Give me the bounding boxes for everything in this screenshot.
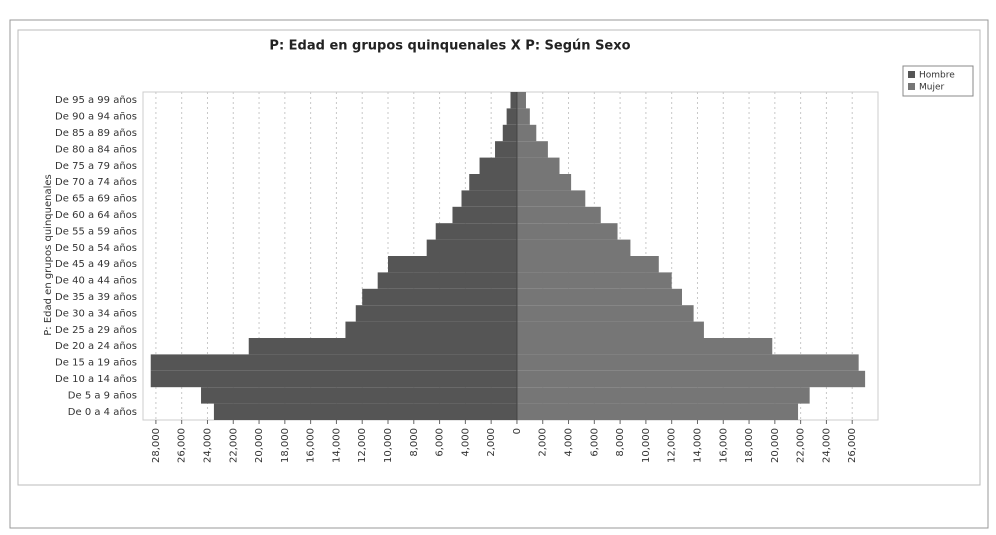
- bar: [377, 272, 517, 289]
- y-tick-label: De 30 a 34 años: [55, 308, 137, 319]
- y-tick-label: De 55 a 59 años: [55, 226, 137, 237]
- bar: [362, 288, 517, 306]
- y-tick-label: De 90 a 94 años: [55, 112, 137, 123]
- bar: [388, 256, 517, 273]
- bar: [150, 354, 517, 371]
- x-tick-label: 26,000: [177, 428, 188, 463]
- x-tick-label: 8,000: [409, 428, 420, 457]
- y-tick-label: De 15 a 19 años: [55, 358, 137, 369]
- y-tick-label: De 45 a 49 años: [55, 259, 137, 270]
- bar: [516, 403, 799, 420]
- bar: [516, 92, 526, 109]
- bar: [150, 370, 517, 388]
- chart-title: P: Edad en grupos quinquenales X P: Segú…: [269, 39, 630, 54]
- x-tick-label: 22,000: [796, 428, 807, 463]
- y-tick-label: De 65 a 69 años: [55, 194, 137, 205]
- legend-swatch: [908, 83, 915, 90]
- x-tick-label: 10,000: [383, 428, 394, 463]
- bar: [426, 239, 517, 256]
- x-tick-label: 18,000: [280, 428, 291, 463]
- y-tick-label: De 5 a 9 años: [68, 390, 137, 401]
- y-tick-label: De 70 a 74 años: [55, 177, 137, 188]
- legend-label: Hombre: [919, 71, 955, 81]
- bar: [469, 174, 517, 191]
- bar: [213, 403, 517, 420]
- bar: [516, 256, 659, 273]
- x-tick-label: 14,000: [692, 428, 703, 463]
- x-tick-label: 26,000: [847, 428, 858, 463]
- bar: [516, 206, 601, 224]
- bar: [516, 387, 810, 404]
- x-tick-label: 20,000: [254, 428, 265, 463]
- bar: [201, 387, 517, 404]
- y-tick-label: De 80 a 84 años: [55, 144, 137, 155]
- bar: [495, 141, 517, 158]
- y-tick-label: De 95 a 99 años: [55, 95, 137, 106]
- y-tick-label: De 10 a 14 años: [55, 374, 137, 385]
- bar: [516, 108, 530, 125]
- y-tick-label: De 85 a 89 años: [55, 128, 137, 139]
- x-tick-label: 24,000: [202, 428, 213, 463]
- bar: [516, 338, 773, 355]
- bar: [516, 305, 694, 322]
- x-tick-label: 6,000: [589, 428, 600, 457]
- x-tick-label: 4,000: [460, 428, 471, 457]
- x-tick-label: 16,000: [718, 428, 729, 463]
- bar: [516, 272, 672, 289]
- y-tick-label: De 20 a 24 años: [55, 341, 137, 352]
- bar: [516, 174, 572, 191]
- bar: [461, 190, 517, 207]
- bar: [516, 370, 866, 388]
- x-tick-label: 2,000: [538, 428, 549, 457]
- x-tick-label: 8,000: [615, 428, 626, 457]
- bar: [355, 305, 517, 322]
- y-tick-label: De 40 a 44 años: [55, 276, 137, 287]
- bar: [248, 338, 517, 355]
- y-tick-label: De 25 a 29 años: [55, 325, 137, 336]
- x-tick-label: 24,000: [821, 428, 832, 463]
- x-tick-label: 2,000: [486, 428, 497, 457]
- bar: [502, 124, 517, 142]
- bar: [510, 92, 517, 109]
- y-axis-label: P: Edad en grupos quinquenales: [43, 174, 54, 335]
- legend-label: Mujer: [919, 83, 945, 93]
- x-tick-label: 28,000: [151, 428, 162, 463]
- x-tick-label: 12,000: [357, 428, 368, 463]
- x-tick-label: 20,000: [770, 428, 781, 463]
- bar: [516, 288, 682, 306]
- bar: [516, 157, 560, 174]
- y-tick-label: De 75 a 79 años: [55, 161, 137, 172]
- x-tick-label: 0: [512, 428, 523, 434]
- bar: [516, 124, 537, 142]
- bar: [516, 141, 548, 158]
- bar: [506, 108, 517, 125]
- x-tick-label: 22,000: [228, 428, 239, 463]
- bar: [452, 206, 517, 224]
- bar: [516, 223, 618, 240]
- bar: [516, 239, 631, 256]
- bar: [435, 223, 517, 240]
- legend-swatch: [908, 71, 915, 78]
- x-tick-label: 12,000: [667, 428, 678, 463]
- y-tick-label: De 50 a 54 años: [55, 243, 137, 254]
- x-tick-label: 6,000: [435, 428, 446, 457]
- bar: [516, 321, 704, 338]
- bar: [516, 354, 859, 371]
- x-tick-label: 18,000: [744, 428, 755, 463]
- x-tick-label: 16,000: [306, 428, 317, 463]
- bar: [516, 190, 586, 207]
- y-tick-label: De 35 a 39 años: [55, 292, 137, 303]
- y-tick-label: De 0 a 4 años: [68, 407, 137, 418]
- y-tick-label: De 60 a 64 años: [55, 210, 137, 221]
- x-tick-label: 10,000: [641, 428, 652, 463]
- bar: [479, 157, 517, 174]
- bar: [345, 321, 517, 338]
- x-tick-label: 4,000: [564, 428, 575, 457]
- x-tick-label: 14,000: [331, 428, 342, 463]
